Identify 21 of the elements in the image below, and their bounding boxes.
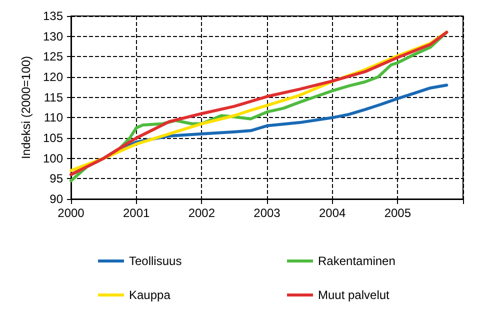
x-tick-label: 2005 — [384, 206, 412, 220]
legend-label: Rakentaminen — [318, 254, 396, 268]
legend-label: Teollisuus — [129, 254, 182, 268]
x-tick-label: 2001 — [122, 206, 150, 220]
y-tick-label: 110 — [44, 110, 64, 125]
y-tick-label: 125 — [42, 50, 64, 64]
y-axis-title: Indeksi (2000=100) — [19, 56, 34, 160]
legend-label: Kauppa — [129, 288, 171, 302]
y-tick-label: 90 — [50, 192, 64, 206]
legend-label: Muut palvelut — [318, 288, 390, 302]
x-tick-label: 2002 — [188, 206, 216, 220]
x-tick-label: 2004 — [318, 206, 346, 220]
y-tick-label: 130 — [42, 29, 64, 44]
y-tick-label: 100 — [42, 151, 64, 166]
y-tick-label: 135 — [42, 9, 64, 23]
y-tick-label: 120 — [42, 70, 64, 84]
y-tick-label: 115 — [44, 90, 64, 104]
x-tick-label: 2003 — [254, 206, 281, 220]
y-tick-label: 95 — [50, 172, 64, 186]
x-tick-label: 2000 — [58, 206, 85, 220]
y-tick-label: 105 — [42, 131, 64, 145]
